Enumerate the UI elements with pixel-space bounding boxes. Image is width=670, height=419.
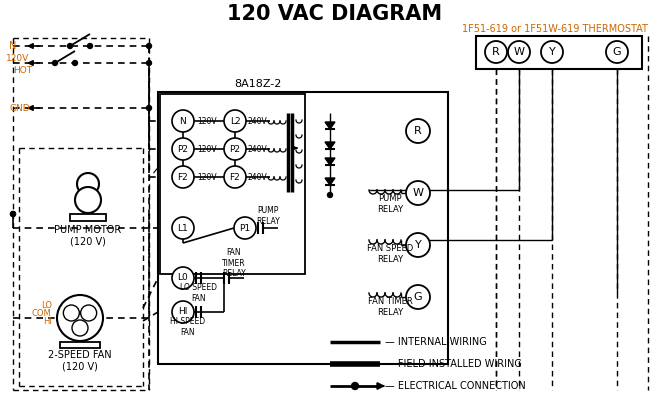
- Circle shape: [234, 217, 256, 239]
- Text: PUMP
RELAY: PUMP RELAY: [256, 206, 280, 226]
- Text: L1: L1: [178, 223, 188, 233]
- Text: 120V: 120V: [197, 145, 216, 153]
- Circle shape: [75, 187, 101, 213]
- Circle shape: [606, 41, 628, 63]
- Bar: [158, 92, 448, 364]
- Text: FAN TIMER
RELAY: FAN TIMER RELAY: [368, 297, 412, 317]
- Text: 240V: 240V: [248, 116, 268, 126]
- Circle shape: [508, 41, 530, 63]
- Circle shape: [11, 212, 15, 217]
- Circle shape: [172, 110, 194, 132]
- Text: 120 VAC DIAGRAM: 120 VAC DIAGRAM: [227, 4, 443, 24]
- Text: R: R: [414, 126, 422, 136]
- Text: L0: L0: [178, 274, 188, 282]
- Text: 1F51-619 or 1F51W-619 THERMOSTAT: 1F51-619 or 1F51W-619 THERMOSTAT: [462, 24, 648, 34]
- Circle shape: [147, 106, 151, 111]
- Text: LO: LO: [41, 300, 52, 310]
- Circle shape: [328, 192, 332, 197]
- Polygon shape: [325, 142, 335, 149]
- Circle shape: [172, 217, 194, 239]
- Text: G: G: [612, 47, 621, 57]
- Circle shape: [172, 301, 194, 323]
- Text: PUMP
RELAY: PUMP RELAY: [377, 194, 403, 214]
- Circle shape: [406, 285, 430, 309]
- Circle shape: [352, 383, 358, 390]
- Text: P2: P2: [230, 145, 241, 153]
- Text: PUMP MOTOR
(120 V): PUMP MOTOR (120 V): [54, 225, 122, 247]
- Text: HI: HI: [178, 308, 188, 316]
- Circle shape: [52, 60, 58, 65]
- Text: R: R: [492, 47, 500, 57]
- Text: FAN SPEED
RELAY: FAN SPEED RELAY: [367, 244, 413, 264]
- Circle shape: [485, 41, 507, 63]
- Polygon shape: [325, 178, 335, 185]
- Text: COM: COM: [31, 308, 51, 318]
- Text: LO SPEED
FAN: LO SPEED FAN: [180, 283, 218, 303]
- Circle shape: [224, 166, 246, 188]
- Text: 120V: 120V: [197, 173, 216, 181]
- Text: — INTERNAL WIRING: — INTERNAL WIRING: [385, 337, 486, 347]
- Text: 120V: 120V: [197, 116, 216, 126]
- Text: Y: Y: [549, 47, 555, 57]
- Circle shape: [406, 119, 430, 143]
- Text: L2: L2: [230, 116, 241, 126]
- Circle shape: [80, 305, 96, 321]
- Polygon shape: [325, 158, 335, 165]
- Circle shape: [72, 320, 88, 336]
- Text: Y: Y: [415, 240, 421, 250]
- Text: 240V: 240V: [248, 173, 268, 181]
- Text: GND: GND: [9, 103, 29, 112]
- Text: HI SPEED
FAN: HI SPEED FAN: [170, 317, 206, 337]
- Circle shape: [88, 44, 92, 49]
- Circle shape: [147, 60, 151, 65]
- Text: 240V: 240V: [248, 145, 268, 153]
- Circle shape: [68, 44, 72, 49]
- Circle shape: [172, 138, 194, 160]
- Circle shape: [77, 173, 99, 195]
- Circle shape: [172, 166, 194, 188]
- Text: HI: HI: [43, 316, 52, 326]
- Circle shape: [72, 60, 78, 65]
- Circle shape: [172, 267, 194, 289]
- Text: N: N: [180, 116, 186, 126]
- Circle shape: [11, 212, 15, 217]
- Polygon shape: [325, 122, 335, 129]
- Text: 120V: 120V: [6, 54, 29, 62]
- Circle shape: [406, 233, 430, 257]
- Bar: [476, 36, 642, 69]
- Circle shape: [57, 295, 103, 341]
- Bar: [60, 342, 100, 348]
- Circle shape: [541, 41, 563, 63]
- Circle shape: [64, 305, 79, 321]
- Text: G: G: [413, 292, 422, 302]
- Text: F2: F2: [230, 173, 241, 181]
- Text: — ELECTRICAL CONNECTION: — ELECTRICAL CONNECTION: [385, 381, 526, 391]
- Text: P2: P2: [178, 145, 188, 153]
- Text: — FIELD INSTALLED WIRING: — FIELD INSTALLED WIRING: [385, 359, 522, 369]
- Circle shape: [224, 110, 246, 132]
- Circle shape: [406, 181, 430, 205]
- Text: FAN
TIMER
RELAY: FAN TIMER RELAY: [222, 248, 246, 278]
- Text: 8A18Z-2: 8A18Z-2: [234, 79, 281, 89]
- Text: W: W: [413, 188, 423, 198]
- Text: F2: F2: [178, 173, 188, 181]
- Bar: [70, 214, 106, 221]
- Text: 2-SPEED FAN
(120 V): 2-SPEED FAN (120 V): [48, 350, 112, 372]
- Text: HOT: HOT: [13, 65, 32, 75]
- Circle shape: [224, 138, 246, 160]
- Circle shape: [147, 44, 151, 49]
- Text: P1: P1: [239, 223, 251, 233]
- Text: W: W: [513, 47, 525, 57]
- Bar: [160, 94, 305, 274]
- Text: N: N: [9, 41, 16, 51]
